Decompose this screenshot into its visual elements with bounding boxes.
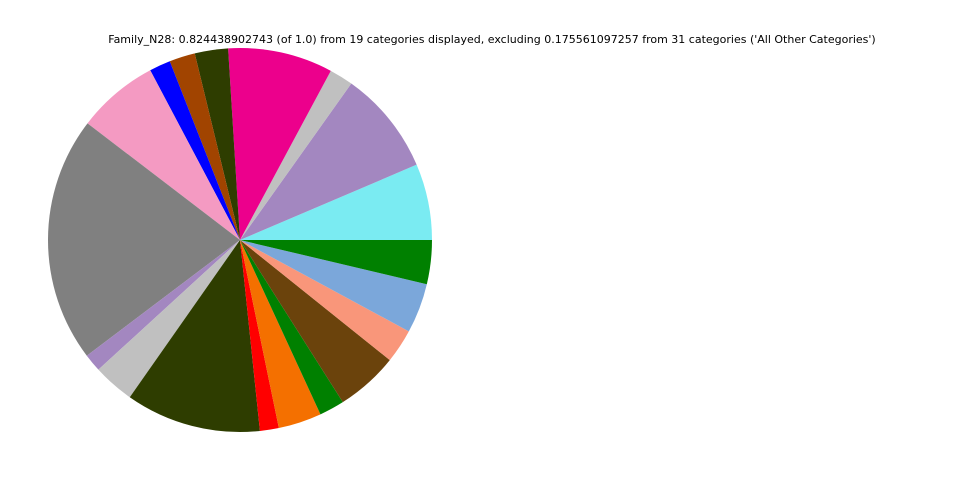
- pie-slice: [240, 240, 409, 361]
- pie-slice: [98, 240, 240, 398]
- pie-slice: [47, 123, 240, 356]
- pie-slice: [240, 164, 432, 240]
- pie-slice: [194, 48, 240, 240]
- pie-slice: [240, 240, 390, 403]
- pie-slice: [86, 240, 240, 370]
- pie-slice: [169, 53, 240, 240]
- chart-title: Family_N28: 0.824438902743 (of 1.0) from…: [108, 33, 875, 46]
- pie-slice: [240, 70, 352, 240]
- pie-slice: [240, 240, 343, 415]
- pie-slice: [150, 61, 240, 241]
- pie-slice: [240, 83, 417, 240]
- pie-slice: [240, 240, 432, 285]
- pie-slice: [87, 70, 240, 240]
- pie-slice: [240, 240, 427, 332]
- pie-slice: [240, 240, 321, 429]
- pie-slice: [129, 240, 260, 433]
- pie-slice: [240, 240, 279, 431]
- pie-slice: [228, 48, 331, 241]
